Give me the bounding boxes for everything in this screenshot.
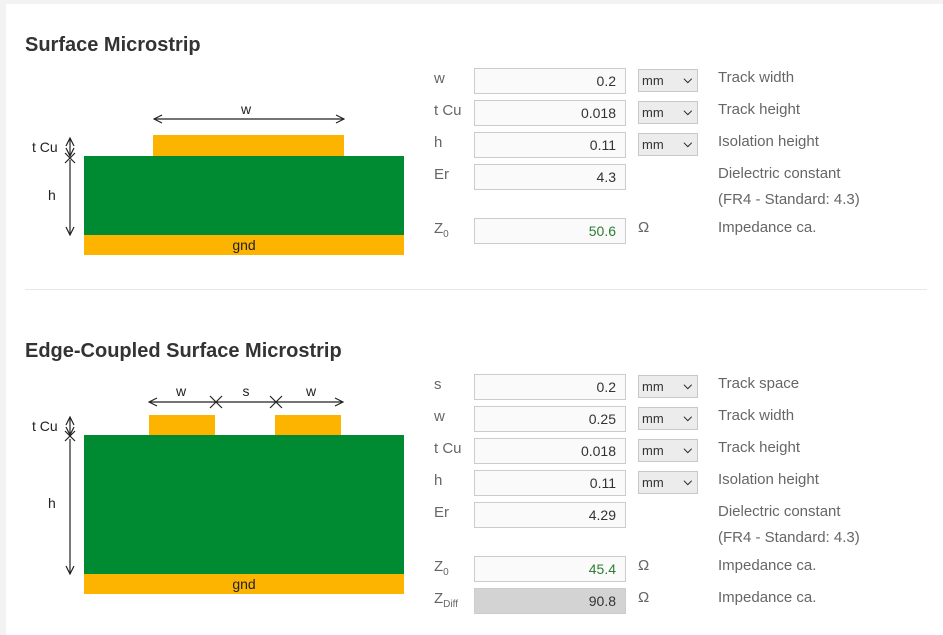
section-divider [25,289,927,290]
h-label: h [48,187,56,203]
param-desc: Track space [718,375,800,392]
w-label: w [240,101,252,117]
impedance-zdiff-output: 90.8 [474,588,626,614]
ground-plane-rect [84,235,404,255]
track-height-unit-select[interactable]: mm ⌵ [638,101,698,124]
gnd-label: gnd [232,237,255,253]
track-height-input[interactable]: 0.018 [474,438,626,464]
section-title-edge-coupled: Edge-Coupled Surface Microstrip [25,340,342,362]
isolation-height-input[interactable]: 0.11 [474,132,626,158]
gnd-label: gnd [232,576,255,592]
chevron-down-icon: ⌵ [683,412,692,424]
track-rect [153,135,344,156]
tcu-cross-mark [64,430,76,442]
ground-plane-rect [84,574,404,594]
chevron-down-icon: ⌵ [683,138,692,150]
section-title-surface-microstrip: Surface Microstrip [25,34,201,56]
dielectric-rect [84,435,404,574]
isolation-height-input[interactable]: 0.11 [474,470,626,496]
calculator-page: Surface Microstrip w gnd t Cu h w 0.2 mm… [6,4,943,635]
surface-microstrip-diagram: w gnd t Cu h [32,101,404,255]
ohm-unit: Ω [638,219,650,236]
param-label-h: h [434,472,443,489]
w1-label: w [175,383,187,399]
param-label-s: s [434,376,442,393]
param-desc: Impedance ca. [718,557,817,574]
chevron-down-icon: ⌵ [683,380,692,392]
edge-coupled-microstrip-diagram: w s w gnd t Cu h [32,383,404,594]
cross-mark-left [209,395,223,409]
param-label-tcu: t Cu [434,440,462,457]
param-label-er: Er [434,504,449,521]
param-label-tcu: t Cu [434,102,462,119]
tcu-cross-mark [64,152,76,164]
chevron-down-icon: ⌵ [683,476,692,488]
w2-label: w [305,383,317,399]
ohm-unit: Ω [638,589,650,606]
param-desc: Track width [718,69,795,86]
track-width-input[interactable]: 0.25 [474,406,626,432]
isolation-height-unit-select[interactable]: mm ⌵ [638,133,698,156]
param-desc: Impedance ca. [718,589,817,606]
track-space-unit-select[interactable]: mm ⌵ [638,375,698,398]
param-label-z0: Z0 [434,220,449,240]
dielectric-rect [84,156,404,235]
s-label: s [243,383,250,399]
param-desc: Isolation height [718,471,819,488]
param-desc: Dielectric constant [718,165,841,182]
dielectric-constant-input[interactable]: 4.29 [474,502,626,528]
param-desc: Dielectric constant [718,503,841,520]
param-label-zdiff: ZDiff [434,590,458,610]
isolation-height-unit-select[interactable]: mm ⌵ [638,471,698,494]
param-desc: Track height [718,101,800,118]
param-desc-note: (FR4 - Standard: 4.3) [718,529,860,546]
track-left-rect [149,415,215,435]
cross-mark-right [269,395,283,409]
param-label-z0: Z0 [434,558,449,578]
h-label: h [48,495,56,511]
track-width-input[interactable]: 0.2 [474,68,626,94]
param-desc: Impedance ca. [718,219,817,236]
param-desc-note: (FR4 - Standard: 4.3) [718,191,860,208]
param-desc: Track height [718,439,800,456]
track-width-unit-select[interactable]: mm ⌵ [638,69,698,92]
track-space-input[interactable]: 0.2 [474,374,626,400]
tcu-label: t Cu [32,418,58,434]
param-label-w: w [434,408,445,425]
chevron-down-icon: ⌵ [683,444,692,456]
chevron-down-icon: ⌵ [683,106,692,118]
tcu-label: t Cu [32,139,58,155]
impedance-z0-output: 50.6 [474,218,626,244]
param-label-h: h [434,134,443,151]
track-right-rect [275,415,341,435]
track-height-input[interactable]: 0.018 [474,100,626,126]
param-desc: Isolation height [718,133,819,150]
track-height-unit-select[interactable]: mm ⌵ [638,439,698,462]
dielectric-constant-input[interactable]: 4.3 [474,164,626,190]
chevron-down-icon: ⌵ [683,74,692,86]
param-desc: Track width [718,407,795,424]
param-label-w: w [434,70,445,87]
param-label-er: Er [434,166,449,183]
ohm-unit: Ω [638,557,650,574]
impedance-z0-output: 45.4 [474,556,626,582]
track-width-unit-select[interactable]: mm ⌵ [638,407,698,430]
